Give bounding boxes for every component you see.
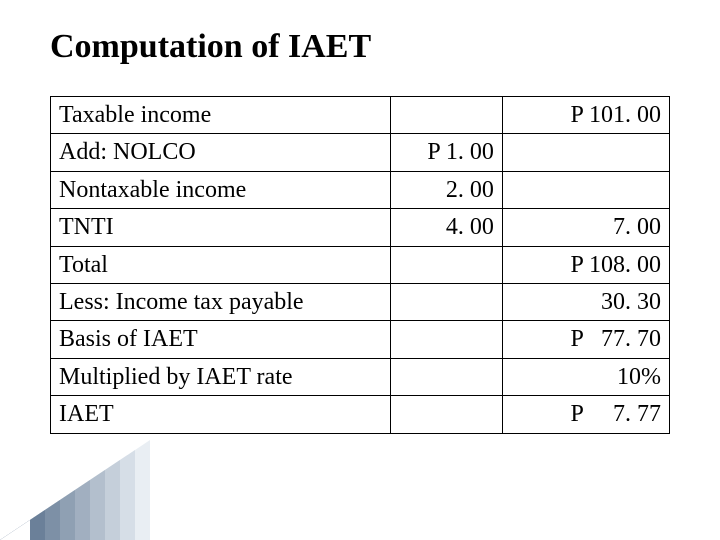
cell-right: 7. 00 xyxy=(502,209,669,246)
cell-mid xyxy=(391,246,502,283)
cell-desc: Total xyxy=(51,246,391,283)
table-row: Basis of IAET P 77. 70 xyxy=(51,321,670,358)
cell-mid xyxy=(391,283,502,320)
cell-desc: Basis of IAET xyxy=(51,321,391,358)
cell-mid xyxy=(391,358,502,395)
cell-desc: Taxable income xyxy=(51,97,391,134)
table-row: Taxable income P 101. 00 xyxy=(51,97,670,134)
cell-desc: IAET xyxy=(51,396,391,433)
table-row: IAET P 7. 77 xyxy=(51,396,670,433)
cell-right: 10% xyxy=(502,358,669,395)
cell-right: P 101. 00 xyxy=(502,97,669,134)
cell-desc: Nontaxable income xyxy=(51,171,391,208)
cell-right xyxy=(502,171,669,208)
cell-mid xyxy=(391,396,502,433)
cell-desc: Less: Income tax payable xyxy=(51,283,391,320)
decorative-wedge xyxy=(0,430,150,540)
cell-right: P 7. 77 xyxy=(502,396,669,433)
cell-mid: 4. 00 xyxy=(391,209,502,246)
cell-mid xyxy=(391,97,502,134)
cell-mid: 2. 00 xyxy=(391,171,502,208)
table-row: Less: Income tax payable 30. 30 xyxy=(51,283,670,320)
page-title: Computation of IAET xyxy=(50,28,670,66)
cell-desc: Add: NOLCO xyxy=(51,134,391,171)
cell-right: P 108. 00 xyxy=(502,246,669,283)
cell-mid xyxy=(391,321,502,358)
table-row: Total P 108. 00 xyxy=(51,246,670,283)
table-row: Multiplied by IAET rate 10% xyxy=(51,358,670,395)
cell-right xyxy=(502,134,669,171)
table-row: Nontaxable income 2. 00 xyxy=(51,171,670,208)
table-row: Add: NOLCO P 1. 00 xyxy=(51,134,670,171)
cell-right: P 77. 70 xyxy=(502,321,669,358)
cell-right: 30. 30 xyxy=(502,283,669,320)
cell-mid: P 1. 00 xyxy=(391,134,502,171)
cell-desc: TNTI xyxy=(51,209,391,246)
cell-desc: Multiplied by IAET rate xyxy=(51,358,391,395)
table-row: TNTI 4. 00 7. 00 xyxy=(51,209,670,246)
computation-table: Taxable income P 101. 00 Add: NOLCO P 1.… xyxy=(50,96,670,434)
